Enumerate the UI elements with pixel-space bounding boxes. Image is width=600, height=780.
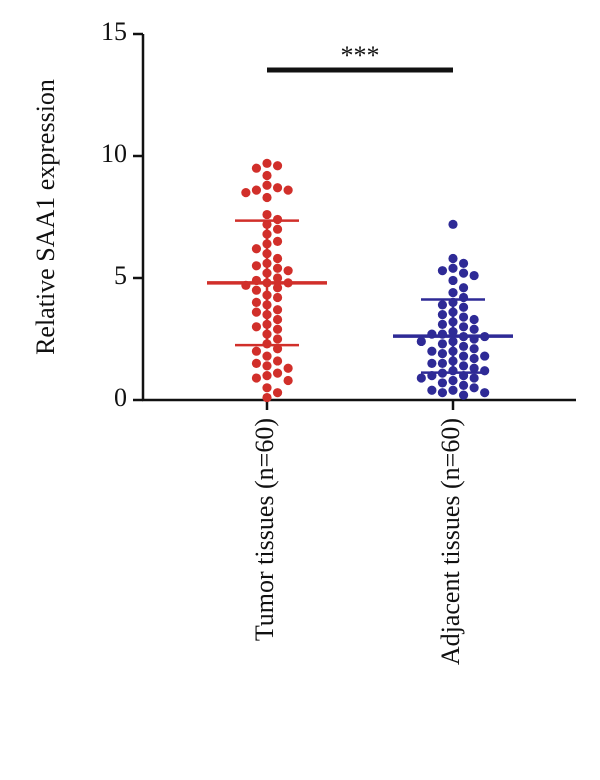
data-point	[437, 349, 448, 359]
data-point	[272, 263, 283, 273]
data-point	[448, 275, 458, 286]
data-point	[251, 244, 262, 254]
significance-label: ***	[341, 41, 380, 70]
data-point	[469, 353, 479, 364]
data-point	[469, 314, 479, 325]
y-tick-label: 10	[101, 139, 127, 168]
data-point	[283, 185, 293, 195]
data-point	[427, 346, 437, 356]
data-point	[251, 322, 262, 332]
data-point	[448, 263, 458, 273]
data-point	[458, 302, 469, 312]
data-point	[458, 322, 469, 332]
data-point	[241, 188, 251, 198]
data-point	[416, 336, 426, 347]
data-point	[469, 373, 479, 383]
y-axis-label: Relative SAA1 expression	[31, 79, 60, 355]
data-point	[272, 183, 283, 193]
data-point	[262, 351, 272, 361]
data-point	[448, 253, 458, 264]
data-point	[262, 170, 272, 181]
data-point	[458, 341, 469, 351]
data-point	[251, 285, 262, 295]
data-point	[272, 236, 283, 246]
data-point	[262, 392, 272, 403]
data-point	[458, 268, 469, 278]
data-point	[272, 334, 283, 344]
data-point	[272, 368, 283, 378]
data-point	[469, 363, 479, 373]
data-point	[448, 219, 458, 229]
data-point	[458, 283, 469, 293]
data-point	[272, 344, 283, 354]
data-point	[272, 314, 283, 325]
data-point	[448, 385, 458, 395]
data-point	[251, 358, 262, 368]
data-point	[272, 161, 283, 171]
data-point	[251, 297, 262, 307]
data-point	[262, 371, 272, 381]
data-point	[283, 266, 293, 276]
data-point	[437, 300, 448, 310]
data-point	[480, 366, 490, 376]
data-point	[416, 373, 426, 383]
data-point	[469, 324, 479, 334]
data-point	[262, 383, 272, 393]
y-tick-label: 15	[101, 17, 127, 46]
data-point	[251, 163, 262, 173]
data-point	[262, 158, 272, 168]
data-point	[437, 388, 448, 398]
data-point	[437, 266, 448, 276]
data-point	[272, 324, 283, 334]
data-point	[480, 351, 490, 361]
data-point	[262, 361, 272, 371]
data-point	[469, 344, 479, 354]
data-point	[469, 383, 479, 393]
data-point	[448, 288, 458, 298]
data-point	[458, 351, 469, 361]
data-point	[458, 361, 469, 371]
data-point	[458, 390, 469, 400]
x-tick-label: Tumor tissues (n=60)	[250, 418, 279, 641]
data-point	[437, 310, 448, 320]
data-point	[251, 373, 262, 383]
data-point	[437, 358, 448, 368]
data-point	[272, 253, 283, 264]
data-point	[272, 305, 283, 315]
data-point	[272, 388, 283, 398]
data-point	[262, 209, 272, 220]
y-tick-label: 0	[114, 383, 127, 412]
data-point	[283, 375, 293, 386]
data-point	[262, 192, 272, 203]
data-point	[427, 385, 437, 395]
data-point	[458, 258, 469, 268]
data-point	[469, 270, 479, 281]
data-point	[251, 261, 262, 271]
data-point	[272, 356, 283, 366]
data-point	[251, 307, 262, 317]
data-point	[437, 378, 448, 388]
data-point	[448, 375, 458, 386]
data-point	[251, 346, 262, 356]
data-point	[272, 283, 283, 293]
data-point	[437, 339, 448, 349]
data-point	[480, 388, 490, 398]
data-point	[272, 273, 283, 283]
data-point	[437, 319, 448, 329]
data-point	[283, 363, 293, 373]
data-point	[251, 185, 262, 195]
data-point	[458, 312, 469, 322]
data-point	[272, 224, 283, 234]
data-point	[272, 292, 283, 303]
data-point	[262, 180, 272, 190]
data-point	[458, 380, 469, 390]
x-tick-label: Adjacent tissues (n=60)	[436, 418, 465, 665]
y-tick-label: 5	[114, 261, 127, 290]
data-point	[458, 292, 469, 303]
data-point	[427, 358, 437, 368]
